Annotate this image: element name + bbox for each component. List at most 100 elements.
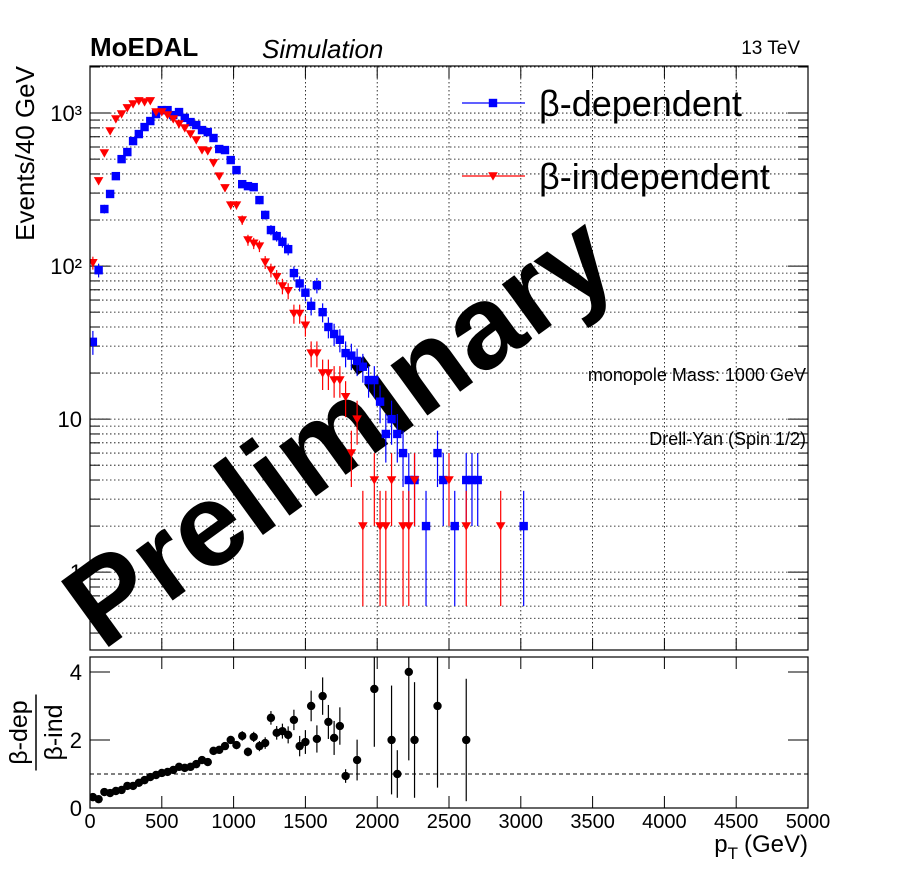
y-tick-label: 10³	[50, 101, 82, 126]
marker	[488, 172, 498, 181]
energy-label: 13 TeV	[741, 38, 800, 59]
marker	[208, 159, 219, 168]
marker	[364, 375, 373, 385]
marker	[243, 747, 253, 757]
marker	[306, 301, 316, 311]
marker	[404, 667, 413, 677]
x-tick-label: 3500	[570, 811, 615, 833]
marker	[335, 376, 345, 385]
marker	[215, 144, 224, 154]
marker	[123, 781, 132, 791]
marker	[404, 475, 413, 485]
marker	[128, 100, 138, 109]
x-tick-label: 1000	[211, 811, 256, 833]
marker	[134, 129, 144, 139]
marker	[283, 730, 293, 740]
marker	[231, 201, 242, 210]
marker	[237, 216, 248, 225]
marker	[381, 522, 391, 531]
marker	[278, 237, 287, 247]
marker	[260, 258, 270, 267]
marker	[409, 476, 420, 485]
marker	[283, 244, 293, 254]
marker	[209, 133, 218, 143]
marker	[358, 522, 368, 531]
x-tick-label: 0	[84, 811, 95, 833]
marker	[295, 279, 304, 288]
legend-label: β-dependent	[539, 83, 742, 124]
marker	[335, 335, 345, 344]
marker	[123, 147, 132, 157]
marker	[312, 281, 322, 290]
marker	[226, 155, 235, 165]
marker	[433, 701, 442, 711]
marker	[358, 362, 368, 371]
annotation: monopole Mass: 1000 GeV	[588, 365, 806, 385]
marker	[294, 309, 305, 319]
marker	[393, 769, 402, 779]
annotation: Drell-Yan (Spin 1/2)	[649, 429, 806, 449]
marker	[146, 116, 155, 126]
x-tick-label: 2500	[427, 811, 472, 833]
marker	[462, 735, 471, 745]
marker	[162, 111, 173, 120]
marker	[266, 225, 276, 235]
marker	[93, 177, 104, 186]
marker	[410, 735, 419, 745]
marker	[90, 337, 98, 347]
x-tick-label: 1500	[283, 811, 328, 833]
marker	[341, 771, 350, 781]
marker	[495, 522, 506, 531]
marker	[272, 231, 281, 241]
y-axis-title-numerator: β-dep	[5, 700, 33, 764]
marker	[266, 713, 276, 723]
marker	[318, 307, 327, 317]
marker	[324, 717, 333, 727]
marker	[111, 115, 121, 124]
plot-frame-fill	[90, 657, 808, 808]
marker	[180, 113, 189, 123]
marker	[323, 369, 334, 378]
marker	[352, 755, 362, 765]
marker	[117, 154, 126, 164]
x-tick-label: 3000	[499, 811, 544, 833]
marker	[111, 171, 121, 181]
marker	[341, 348, 350, 358]
marker	[289, 268, 299, 278]
marker	[128, 136, 138, 146]
marker	[433, 448, 442, 458]
marker	[461, 522, 472, 531]
marker	[202, 147, 213, 156]
marker	[174, 107, 184, 117]
marker	[179, 124, 190, 133]
marker	[232, 165, 241, 175]
marker	[467, 475, 477, 485]
marker	[300, 321, 311, 330]
marker	[238, 179, 247, 189]
marker	[248, 239, 259, 248]
marker	[243, 236, 253, 245]
marker	[94, 266, 103, 275]
marker	[100, 204, 109, 214]
marker	[289, 715, 299, 725]
marker	[277, 282, 288, 291]
marker	[174, 120, 184, 129]
marker	[220, 184, 230, 193]
y-tick-label: 2	[70, 728, 82, 753]
marker	[301, 288, 310, 297]
marker	[116, 110, 127, 119]
marker	[352, 415, 362, 424]
marker	[145, 97, 156, 106]
y-axis-title-denominator: β-ind	[40, 704, 68, 760]
marker	[232, 740, 241, 750]
data-layer	[90, 657, 471, 804]
x-tick-label: 4500	[714, 811, 759, 833]
marker	[169, 110, 178, 120]
marker	[192, 120, 201, 130]
marker	[340, 392, 351, 402]
marker	[301, 737, 310, 747]
marker	[347, 351, 356, 360]
marker	[260, 738, 270, 748]
